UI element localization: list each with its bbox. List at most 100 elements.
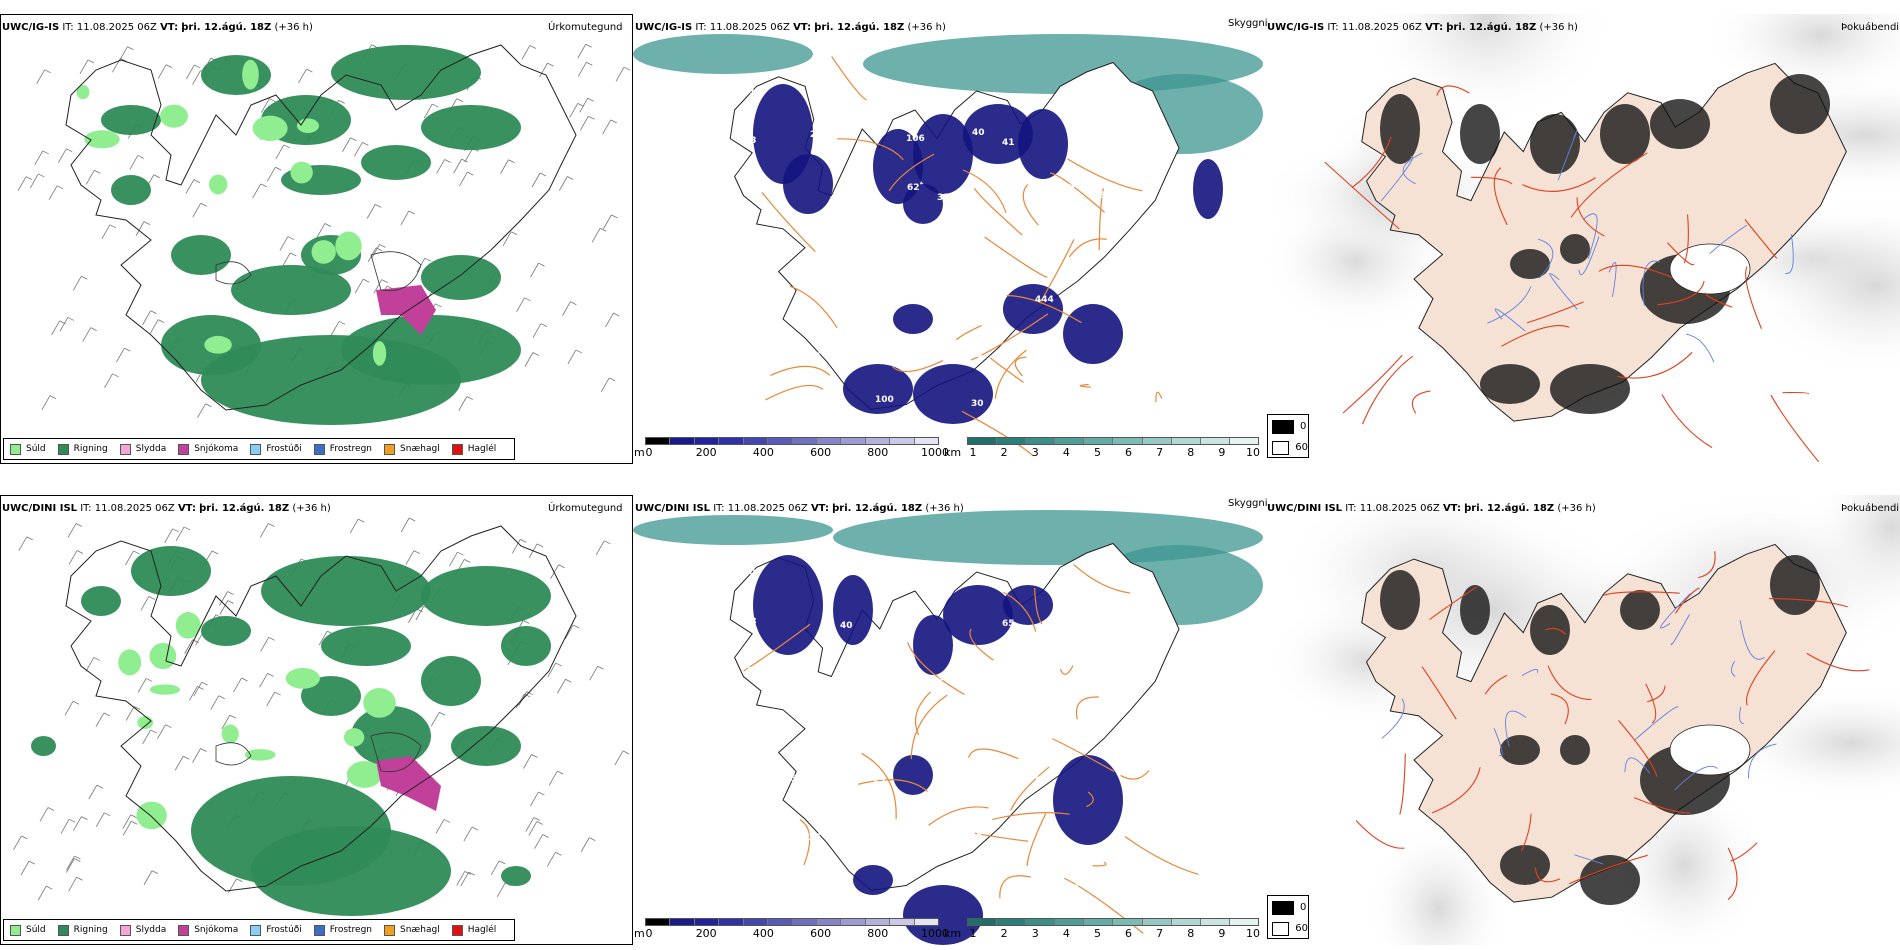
- colorbar-segment: [1026, 438, 1056, 444]
- legend-item-frostregn: Frostregn: [313, 924, 372, 936]
- wind-barb: [500, 159, 509, 174]
- cloud-base-label: 47: [873, 297, 886, 307]
- drizzle-area: [149, 642, 177, 670]
- wind-barb-flag: [227, 591, 234, 595]
- cloud-base-label: 37: [808, 833, 821, 843]
- colorbar-segment: [1142, 919, 1172, 925]
- river: [1642, 260, 1661, 306]
- river: [1494, 308, 1526, 332]
- road: [1570, 152, 1648, 218]
- wind-barb-flag: [338, 99, 345, 104]
- ceiling-colorbar-igis: m 0 200 400 600 800 1000: [633, 437, 949, 459]
- road: [1067, 158, 1143, 192]
- vt-label: VT:: [177, 503, 196, 514]
- river: [1521, 669, 1539, 677]
- river: [1685, 333, 1715, 363]
- wind-barb-flag: [145, 678, 153, 682]
- legend-label: Frostúði: [266, 925, 302, 935]
- low-cloud-area: [893, 755, 933, 795]
- header-dini-fog: UWC/DINI ISL IT: 11.08.2025 06Z VT: þri.…: [1267, 503, 1596, 514]
- wind-barb: [569, 103, 579, 118]
- wind-barb-flag: [76, 550, 84, 554]
- road: [1342, 354, 1403, 414]
- low-cloud-area: [1053, 755, 1123, 845]
- drizzle-area: [136, 801, 167, 830]
- wind-barb-flag: [183, 526, 191, 531]
- road: [1068, 238, 1107, 258]
- cloud-base-label: 483: [1003, 187, 1022, 197]
- colorbar-segment: [694, 919, 720, 925]
- wind-barb-flag: [42, 150, 49, 155]
- glacier: [1669, 724, 1751, 776]
- rain-area: [31, 736, 56, 756]
- wind-barb: [281, 252, 291, 268]
- road: [1576, 197, 1605, 237]
- coastline: [65, 44, 577, 411]
- wind-barb-flag: [194, 64, 201, 69]
- wind-barb-flag: [424, 257, 432, 262]
- drizzle-area: [242, 59, 259, 90]
- wind-barb-flag: [524, 693, 531, 698]
- river: [1608, 261, 1617, 297]
- glacier-outline: [370, 251, 422, 292]
- road: [1034, 587, 1043, 625]
- road: [1484, 674, 1508, 695]
- wind-barb-flag: [66, 148, 73, 153]
- precip-panel-igis: Súld Rigning Slydda Snjókoma Frostúði Frostre…: [0, 14, 633, 464]
- wind-barb: [184, 639, 193, 654]
- road: [955, 324, 982, 341]
- cloud-base-label: 87: [1100, 240, 1113, 250]
- wind-barb: [524, 352, 534, 367]
- colorbar-tick: 2: [1000, 446, 1008, 459]
- vis-panel-dini: 50 40 35 47 45 37 48 65 60 47 52 48 65 48 129 29 87 59 31 6…: [633, 495, 1265, 945]
- wind-barb: [64, 701, 74, 716]
- wind-barb-flag: [130, 814, 137, 819]
- wind-barb-flag: [611, 214, 618, 219]
- cloud-base-label: 48: [905, 886, 918, 896]
- road: [1436, 85, 1470, 96]
- wind-barb: [600, 377, 610, 393]
- cloud-base-label: 70: [1133, 397, 1146, 407]
- cloud-base-label: 47: [1034, 727, 1047, 737]
- road: [1603, 591, 1680, 596]
- wind-barb-flag: [28, 860, 36, 865]
- it-value: 11.08.2025 06Z: [709, 22, 790, 33]
- road: [1647, 685, 1666, 703]
- colorbar-tick: 9: [1218, 927, 1226, 940]
- wind-barb: [57, 148, 67, 163]
- wind-barb: [615, 66, 625, 82]
- wind-barb: [192, 748, 201, 763]
- legend-swatch: [384, 443, 396, 455]
- fog-title-dini: Þokuábendi: [1841, 503, 1900, 514]
- legend-label: Súld: [26, 444, 46, 454]
- cloud-base-label: 47: [1034, 246, 1047, 256]
- road: [1092, 861, 1107, 867]
- cloud-base-label: 50: [743, 568, 756, 578]
- wind-barb: [18, 536, 28, 552]
- wind-barb: [603, 214, 612, 230]
- wind-barb: [125, 550, 134, 566]
- cloud-base-label: 51: [841, 189, 854, 199]
- wind-barb-flag: [622, 750, 630, 755]
- cloud-base-label: 49: [970, 350, 983, 360]
- cloud-base-label: 29: [938, 723, 951, 733]
- colorbar-segment: [841, 919, 866, 925]
- wind-barb-flag: [38, 173, 45, 178]
- legend-swatch: [57, 443, 69, 455]
- wind-barb: [73, 816, 82, 831]
- road: [1361, 355, 1414, 425]
- fog-low-index-area: [1380, 570, 1420, 630]
- cloud-base-label: 31: [937, 193, 950, 203]
- wind-barb-flag: [529, 45, 537, 49]
- precip-map-dini: [13, 517, 630, 916]
- road: [1120, 770, 1150, 780]
- it-label: IT:: [695, 22, 707, 33]
- road: [1745, 266, 1762, 329]
- rain-area: [451, 726, 521, 766]
- model-name: UWC/DINI ISL: [1267, 503, 1343, 514]
- road: [1674, 587, 1700, 614]
- header-igis-vis: UWC/IG-IS IT: 11.08.2025 06Z VT: þri. 12…: [635, 22, 946, 33]
- road: [1520, 813, 1532, 852]
- wind-barb: [137, 678, 147, 693]
- wind-barb-flag: [151, 870, 159, 875]
